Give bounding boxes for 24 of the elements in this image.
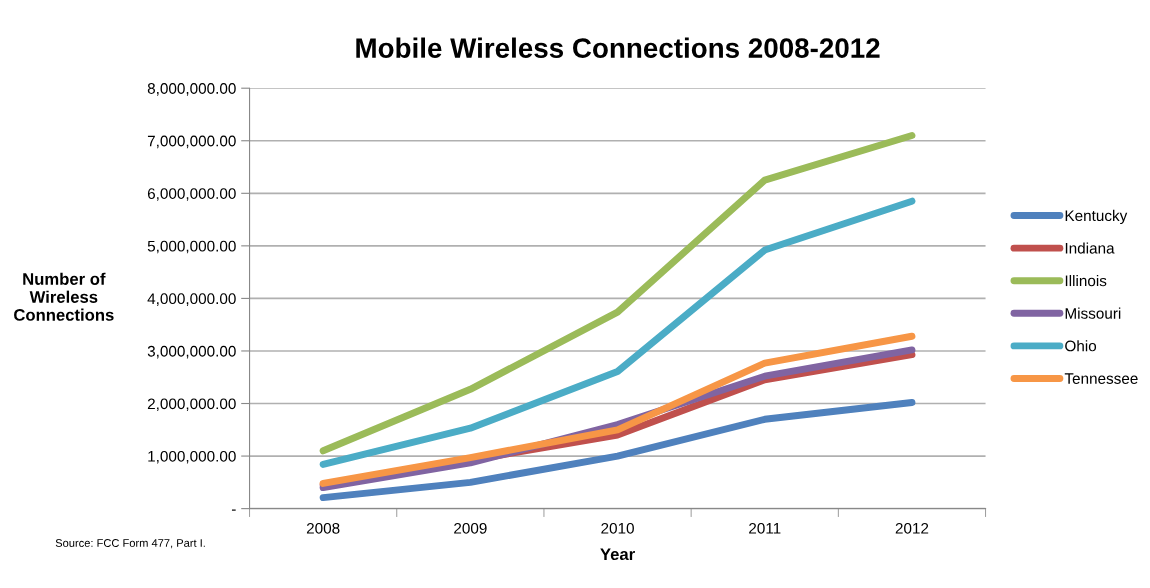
x-tick-label: 2012 [895, 522, 929, 534]
x-tick-label: 2011 [749, 522, 781, 534]
x-axis-title: Year [600, 548, 635, 561]
y-tick-label: 3,000,000.00 [147, 345, 236, 359]
y-tick-label: - [231, 509, 236, 511]
y-tick-label: 7,000,000.00 [147, 135, 236, 149]
y-tick-label: 4,000,000.00 [147, 293, 236, 306]
y-tick-label: 1,000,000.00 [148, 450, 236, 464]
source-note: Source: FCC Form 477, Part I. [55, 539, 205, 549]
legend-label: Ohio [1065, 340, 1097, 352]
legend-label: Illinois [1065, 275, 1107, 287]
legend-label: Kentucky [1065, 209, 1128, 225]
x-tick-label: 2009 [454, 522, 487, 534]
x-tick-label: 2008 [306, 522, 340, 534]
y-tick-label: 2,000,000.00 [147, 398, 236, 412]
legend-label: Indiana [1065, 242, 1115, 254]
legend-label: Tennessee [1064, 373, 1138, 384]
chart-title: Mobile Wireless Connections 2008-2012 [356, 37, 880, 58]
y-tick-label: 6,000,000.00 [147, 188, 236, 201]
y-tick-label: 5,000,000.00 [147, 240, 236, 254]
y-tick-label: 8,000,000.00 [147, 83, 236, 96]
y-axis-title: Number of Wireless Connections [14, 272, 114, 321]
legend-label: Missouri [1065, 307, 1121, 319]
x-tick-label: 2010 [601, 522, 634, 534]
